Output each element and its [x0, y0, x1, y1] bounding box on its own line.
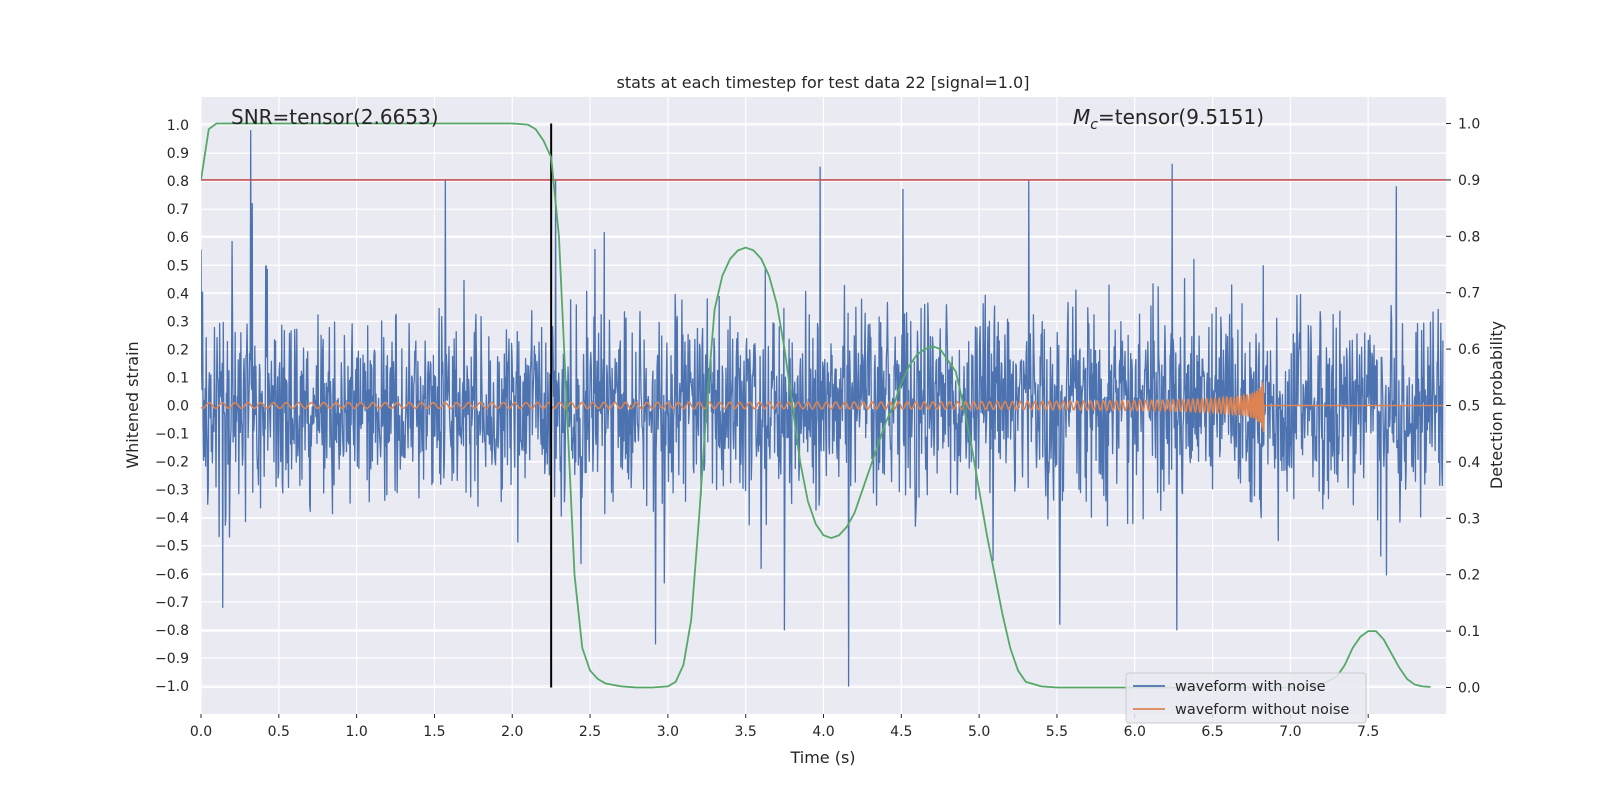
x-tick-label: 2.5 — [579, 724, 601, 740]
y2-tick-label: 0.8 — [1458, 229, 1480, 245]
x-axis-ticks: 0.0 0.5 1.0 1.5 2.0 2.5 3.0 3.5 4.0 4.5 5.0 5.5 6.0 6… — [190, 714, 1379, 740]
x-tick-label: 0.0 — [190, 724, 212, 740]
y-tick-label: −0.7 — [155, 595, 189, 611]
y2-tick-label: 0.5 — [1458, 399, 1480, 415]
y-tick-label: −0.3 — [155, 483, 189, 499]
x-tick-label: 5.5 — [1046, 724, 1068, 740]
y-tick-label: 0.0 — [167, 399, 189, 415]
x-tick-label: 3.5 — [735, 724, 757, 740]
y-tick-label: −0.4 — [155, 511, 189, 527]
x-tick-label: 6.0 — [1124, 724, 1146, 740]
y2-axis-ticks: 1.0 0.9 0.8 0.7 0.6 0.5 0.4 0.3 0.2 0.1 0.0 — [1446, 117, 1480, 696]
y-tick-label: −1.0 — [155, 679, 189, 695]
y2-tick-label: 0.1 — [1458, 624, 1480, 640]
legend-box — [1125, 672, 1367, 724]
x-tick-label: 1.0 — [345, 724, 367, 740]
legend: waveform with noise waveform without noi… — [1125, 672, 1367, 724]
y2-tick-label: 1.0 — [1458, 117, 1480, 133]
y-tick-label: 0.5 — [167, 258, 189, 274]
mc-symbol: M — [1073, 105, 1090, 129]
y-tick-label: −0.8 — [155, 623, 189, 639]
y-axis-label: Whitened strain — [123, 341, 142, 468]
y2-tick-label: 0.7 — [1458, 286, 1480, 302]
x-axis-label: Time (s) — [789, 748, 855, 767]
y2-tick-label: 0.9 — [1458, 173, 1480, 189]
x-tick-label: 1.5 — [423, 724, 445, 740]
y-tick-label: 0.3 — [167, 314, 189, 330]
x-tick-label: 3.0 — [657, 724, 679, 740]
x-tick-label: 7.0 — [1279, 724, 1301, 740]
y-tick-label: −0.6 — [155, 567, 189, 583]
y-tick-label: 0.7 — [167, 202, 189, 218]
y2-tick-label: 0.4 — [1458, 455, 1480, 471]
y-tick-label: 0.6 — [167, 230, 189, 246]
mc-annotation: Mc=tensor(9.5151) — [1073, 105, 1264, 133]
x-tick-label: 7.5 — [1357, 724, 1379, 740]
y-tick-label: 0.2 — [167, 342, 189, 358]
x-tick-label: 4.5 — [890, 724, 912, 740]
y-axis-ticks: 1.0 0.9 0.8 0.7 0.6 0.5 0.4 0.3 0.2 0.1 0.0 −0.1 −0.… — [155, 118, 189, 695]
y-tick-label: 0.4 — [167, 286, 189, 302]
series-waveform-without-noise — [201, 381, 1443, 433]
y-tick-label: −0.9 — [155, 651, 189, 667]
legend-label-noise: waveform with noise — [1175, 679, 1326, 695]
mc-subscript: c — [1090, 117, 1098, 133]
mc-value: =tensor(9.5151) — [1098, 105, 1264, 129]
legend-label-clean: waveform without noise — [1175, 702, 1349, 718]
y2-axis-label: Detection probability — [1487, 321, 1506, 489]
x-tick-label: 0.5 — [268, 724, 290, 740]
y-tick-label: −0.2 — [155, 455, 189, 471]
y2-tick-label: 0.0 — [1458, 680, 1480, 696]
y2-tick-label: 0.6 — [1458, 342, 1480, 358]
x-tick-label: 5.0 — [968, 724, 990, 740]
chart-title: stats at each timestep for test data 22 … — [617, 73, 1030, 92]
y2-tick-label: 0.3 — [1458, 511, 1480, 527]
clean-series-group — [201, 381, 1443, 433]
snr-annotation: SNR=tensor(2.6653) — [231, 105, 439, 129]
y-tick-label: 1.0 — [167, 118, 189, 134]
y-tick-label: 0.8 — [167, 174, 189, 190]
y-tick-label: 0.9 — [167, 146, 189, 162]
y-tick-label: −0.1 — [155, 427, 189, 443]
x-tick-label: 4.0 — [812, 724, 834, 740]
x-tick-label: 2.0 — [501, 724, 523, 740]
y-tick-label: −0.5 — [155, 539, 189, 555]
y2-tick-label: 0.2 — [1458, 568, 1480, 584]
x-tick-label: 6.5 — [1201, 724, 1223, 740]
y-tick-label: 0.1 — [167, 370, 189, 386]
